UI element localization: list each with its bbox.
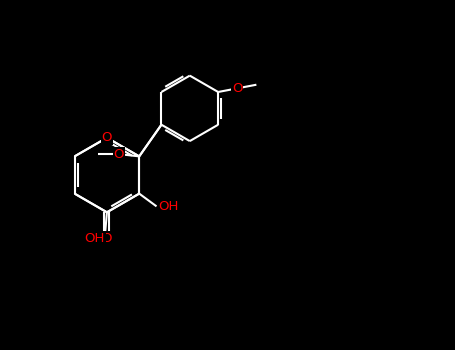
Text: O: O [101, 131, 112, 144]
Text: O: O [232, 82, 243, 95]
Text: OH: OH [85, 232, 105, 245]
Text: OH: OH [159, 200, 179, 213]
Text: O: O [113, 148, 124, 161]
Text: O: O [101, 232, 112, 245]
